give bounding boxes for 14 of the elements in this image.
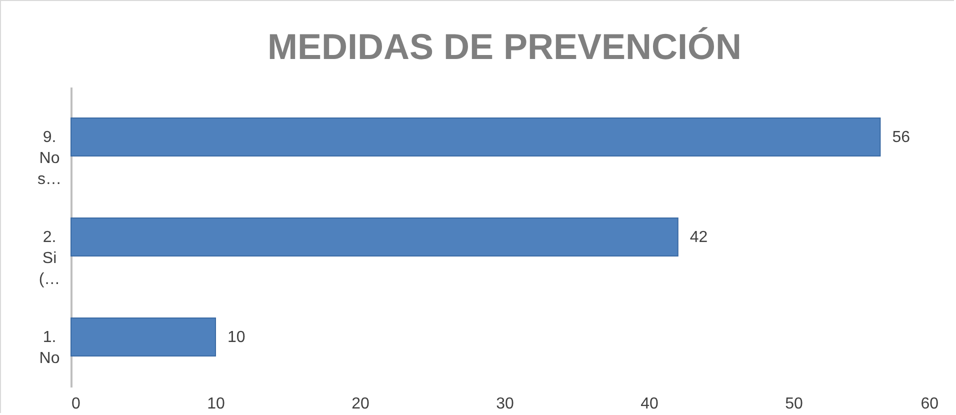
x-tick-label: 10 bbox=[207, 396, 225, 412]
y-tick-label: 1. No bbox=[39, 329, 60, 367]
data-label: 42 bbox=[690, 229, 708, 246]
x-tick-label: 0 bbox=[72, 396, 80, 412]
data-label: 56 bbox=[892, 129, 910, 146]
chart-title: MEDIDAS DE PREVENCIÓN bbox=[267, 26, 742, 67]
x-tick-label: 50 bbox=[785, 396, 803, 412]
y-tick-label: 9. No s… bbox=[38, 129, 62, 188]
x-tick-label: 60 bbox=[920, 396, 939, 412]
x-tick-label: 40 bbox=[640, 396, 658, 412]
x-tick-label: 20 bbox=[352, 396, 370, 412]
x-tick-label: 30 bbox=[496, 396, 514, 412]
data-label: 10 bbox=[228, 329, 246, 346]
y-tick-label: 2. Si (… bbox=[38, 229, 60, 288]
